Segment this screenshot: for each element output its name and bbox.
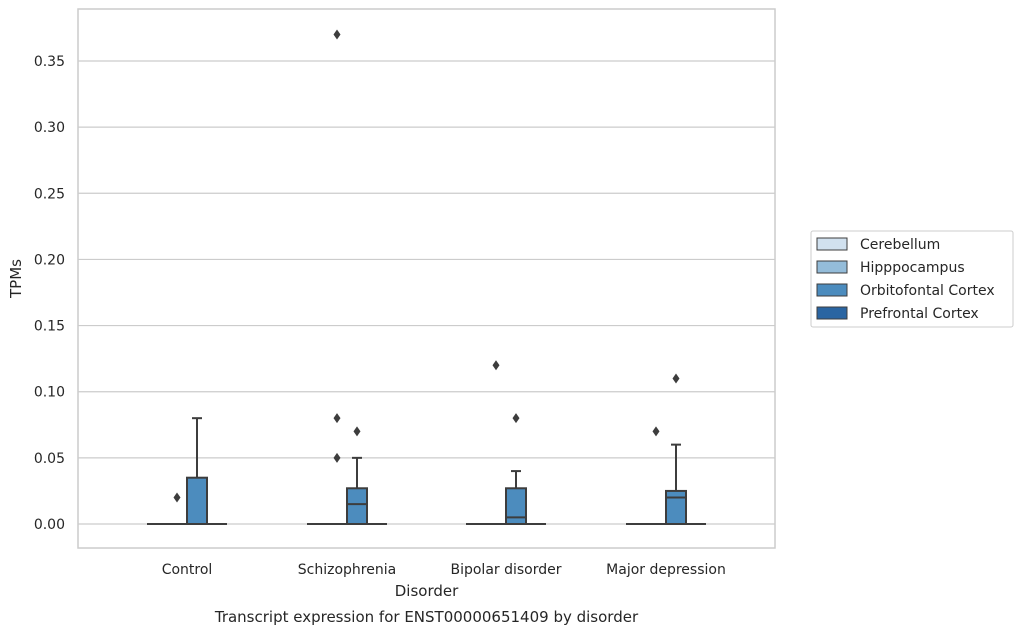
y-tick-labels: 0.00 0.05 0.10 0.15 0.20 0.25 0.30 0.35 [34, 54, 65, 533]
y-tick-label: 0.35 [34, 54, 65, 70]
x-tick-labels: Control Schizophrenia Bipolar disorder Majo… [162, 562, 726, 578]
legend-swatch [816, 306, 848, 320]
legend-label: Prefrontal Cortex [860, 306, 979, 322]
legend: Cerebellum Hipppocampus Orbitofontal Corte… [810, 230, 1014, 328]
box [346, 487, 368, 526]
outlier-point [173, 492, 181, 503]
legend-label: Hipppocampus [860, 260, 965, 276]
outlier-point [333, 413, 341, 424]
outlier-point [353, 426, 361, 437]
y-axis-label: TPMs [7, 259, 25, 299]
box [665, 489, 687, 525]
box [186, 476, 208, 526]
y-tick-label: 0.30 [34, 120, 65, 136]
grid-lines [78, 60, 775, 525]
x-tick-label: Schizophrenia [298, 562, 396, 578]
outlier-point [652, 426, 660, 437]
y-tick-label: 0.25 [34, 186, 65, 202]
outlier-point [512, 413, 520, 424]
x-tick-label: Control [162, 562, 213, 578]
legend-swatch [816, 260, 848, 274]
legend-label: Cerebellum [860, 237, 940, 253]
box [505, 487, 527, 526]
x-tick-label: Bipolar disorder [450, 562, 561, 578]
outlier-point [672, 373, 680, 384]
legend-frame [810, 230, 1014, 328]
outlier-point [333, 29, 341, 40]
y-tick-label: 0.10 [34, 385, 65, 401]
chart-caption: Transcript expression for ENST0000065140… [214, 608, 639, 626]
legend-label: Orbitofontal Cortex [860, 283, 995, 299]
y-tick-label: 0.15 [34, 319, 65, 335]
legend-swatch [816, 283, 848, 297]
y-tick-label: 0.05 [34, 451, 65, 467]
legend-swatch [816, 237, 848, 251]
y-tick-label: 0.20 [34, 252, 65, 268]
y-tick-label: 0.00 [34, 517, 65, 533]
x-axis-label: Disorder [395, 582, 459, 600]
x-tick-label: Major depression [606, 562, 726, 578]
outlier-point [333, 452, 341, 463]
plot-frame [77, 8, 776, 549]
outlier-point [492, 360, 500, 371]
boxes [147, 417, 706, 526]
outliers [173, 29, 680, 503]
